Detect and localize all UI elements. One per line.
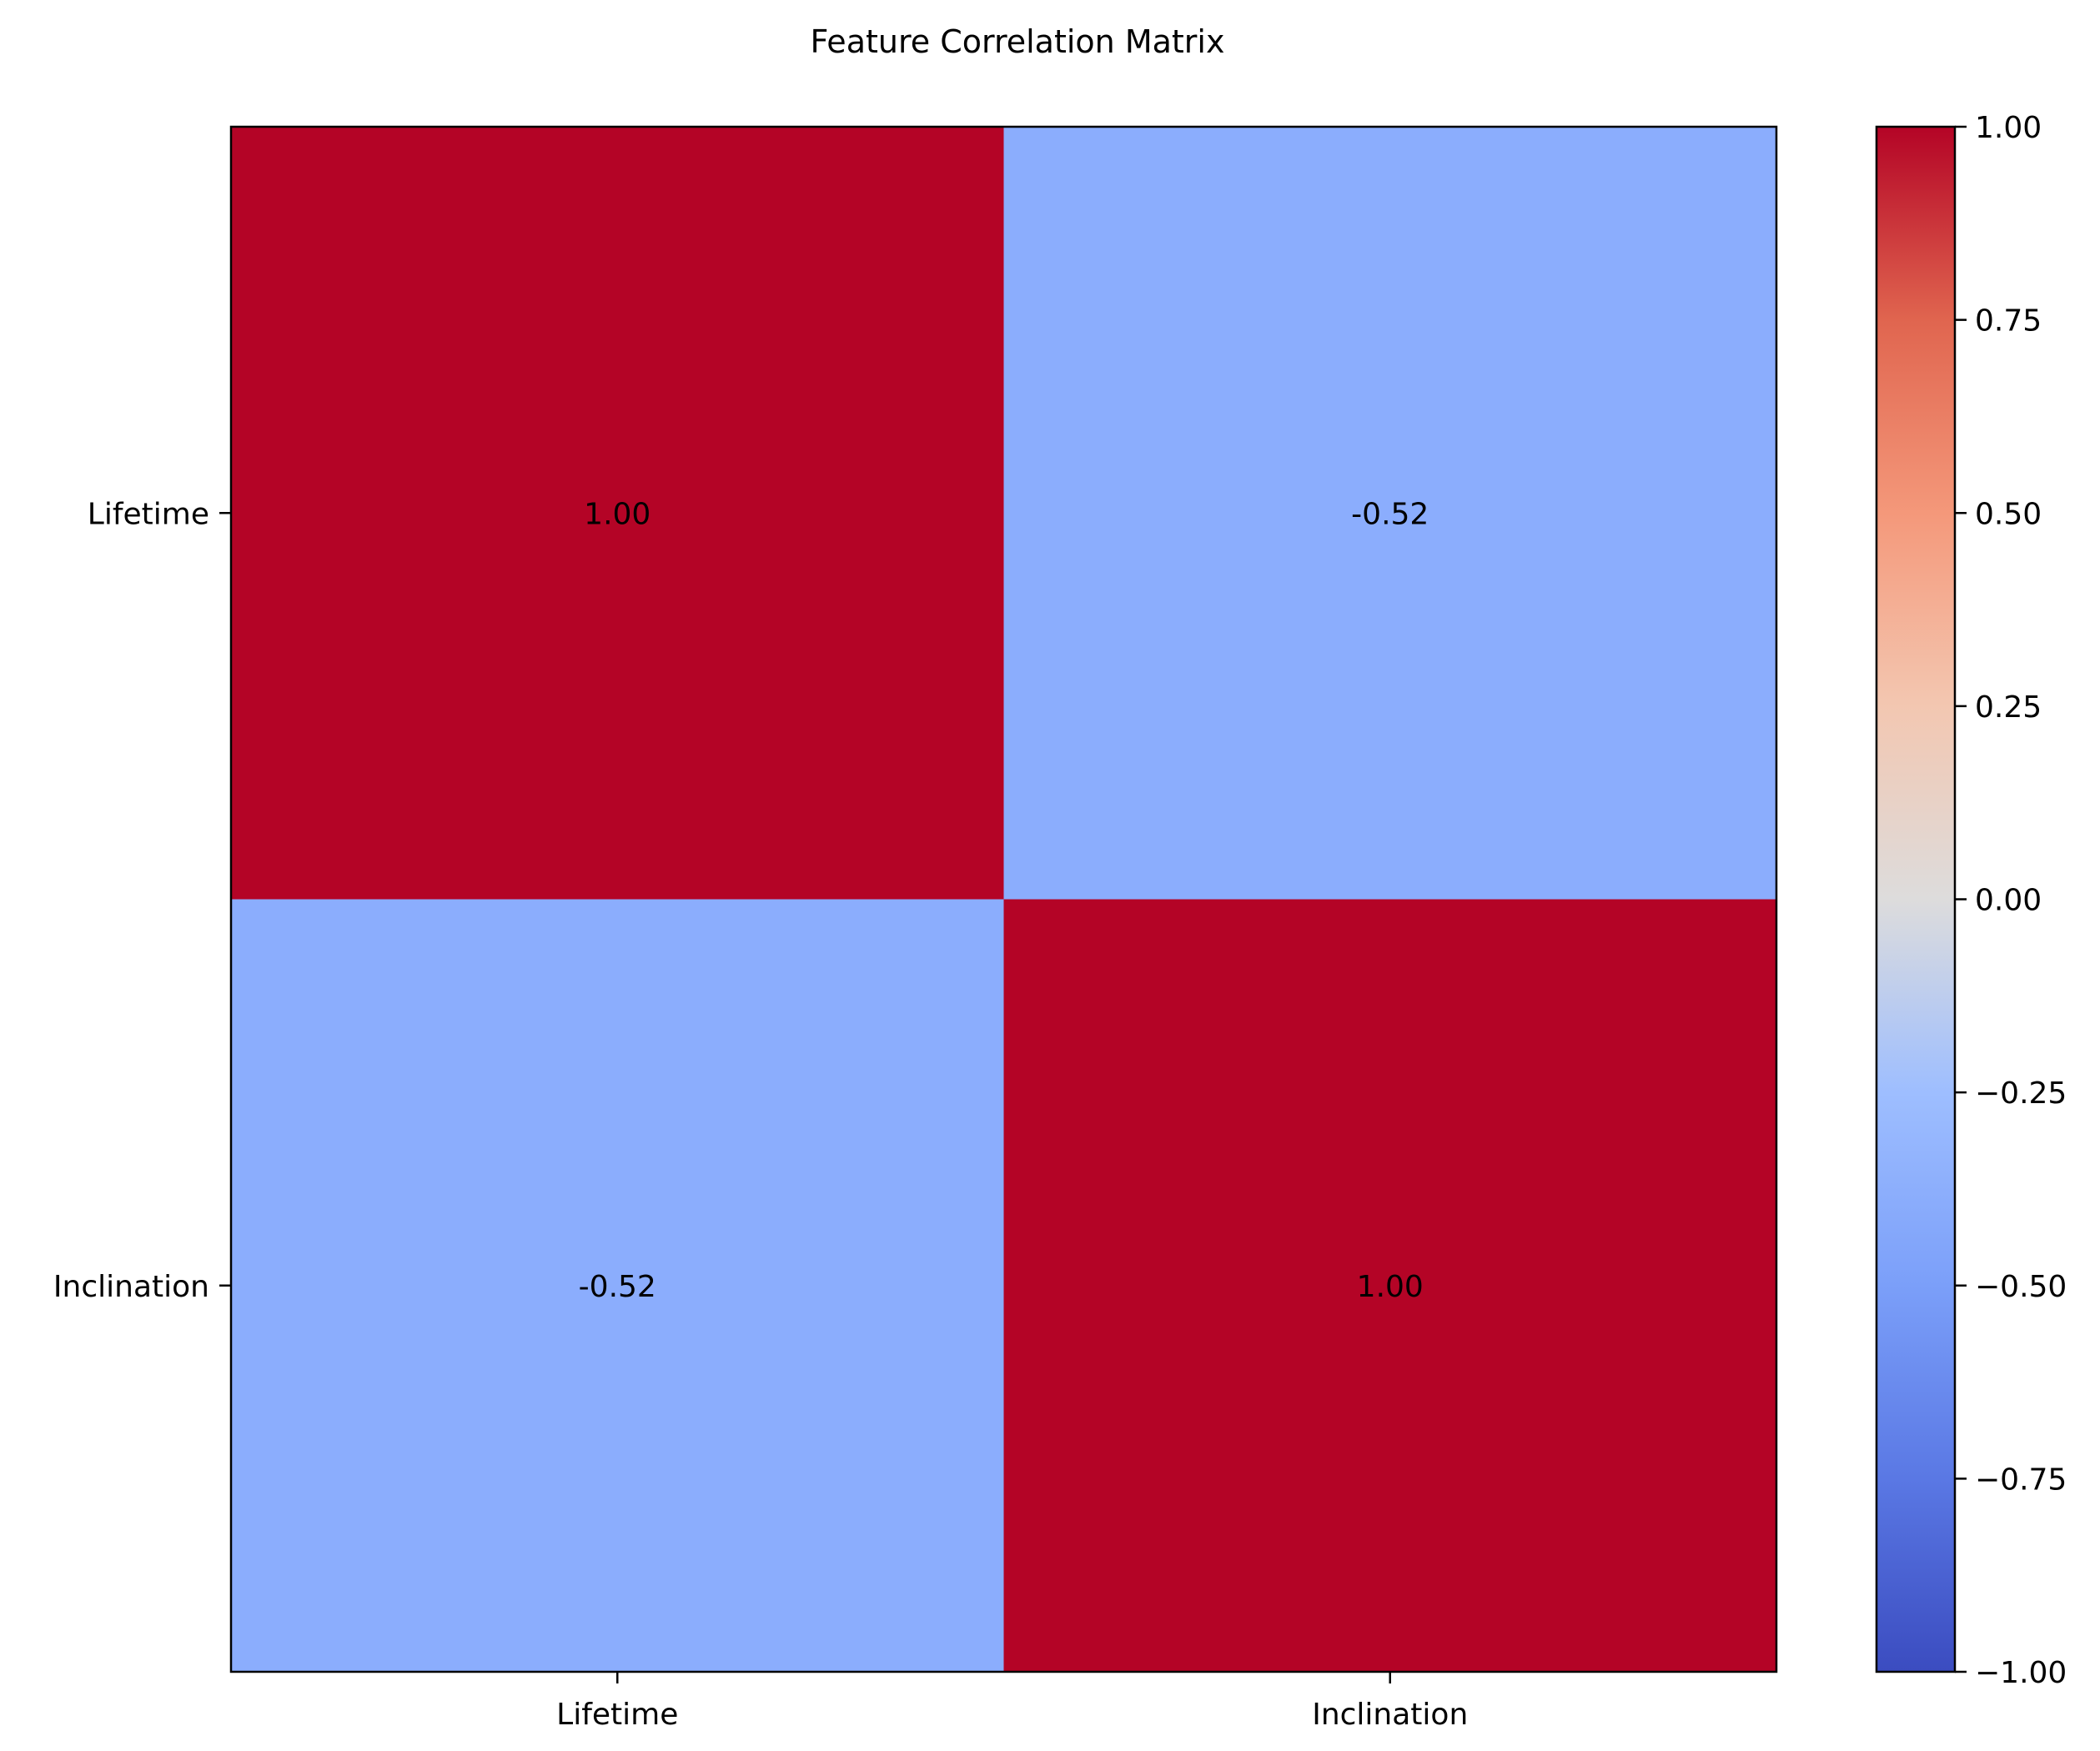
heatmap-cells (231, 127, 1776, 1672)
colorbar-tick-label-2: 0.50 (1975, 497, 2042, 531)
colorbar-tick-label-6: −0.50 (1975, 1270, 2067, 1304)
colorbar-tick-label-0: 1.00 (1975, 111, 2042, 145)
cell-value-label-0-0: 1.00 (584, 497, 651, 531)
colorbar-tick-label-4: 0.00 (1975, 884, 2042, 918)
cell-value-label-0-1: -0.52 (1351, 497, 1429, 531)
colorbar-tick-label-3: 0.25 (1975, 690, 2042, 725)
x-tick-label-1: Inclination (1312, 1698, 1468, 1732)
heatmap-cell-1-1 (1003, 899, 1776, 1672)
colorbar-tick-label-1: 0.75 (1975, 304, 2042, 339)
heatmap-frame (229, 125, 1778, 1673)
heatmap-cell-0-0 (231, 127, 1004, 900)
y-tick-label-0: Lifetime (88, 497, 209, 531)
y-axis: Lifetime Inclination (53, 497, 231, 1304)
cell-value-label-1-1: 1.00 (1357, 1270, 1424, 1304)
heatmap-cell-1-0 (231, 899, 1004, 1672)
colorbar-tick-label-8: −1.00 (1975, 1656, 2067, 1690)
x-axis: Lifetime Inclination (556, 1672, 1468, 1732)
colorbar-tick-label-7: −0.75 (1975, 1463, 2067, 1497)
colorbar-ticks: 1.00 0.75 0.50 0.25 0.00 −0.25 −0.50 −0.75 −1.00 (1955, 111, 2067, 1690)
colorbar-tick-label-5: −0.25 (1975, 1076, 2067, 1111)
y-tick-label-1: Inclination (53, 1270, 209, 1304)
colorbar (1875, 125, 1957, 1673)
heatmap-cell-0-1 (1003, 127, 1776, 900)
cell-value-label-1-0: -0.52 (579, 1270, 656, 1304)
x-tick-label-0: Lifetime (556, 1698, 678, 1732)
chart-title: Feature Correlation Matrix (811, 23, 1225, 60)
heatmap-cell-labels: 1.00 -0.52 -0.52 1.00 (579, 497, 1429, 1304)
